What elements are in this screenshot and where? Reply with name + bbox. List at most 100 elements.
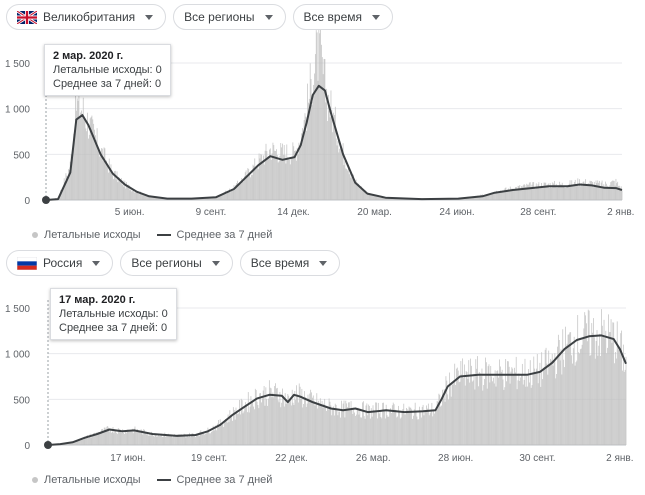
deaths-bar [246, 405, 247, 445]
deaths-bar [274, 386, 276, 445]
deaths-bar [339, 411, 341, 445]
deaths-bar [497, 193, 499, 200]
deaths-bar [336, 410, 338, 445]
deaths-bar [519, 380, 521, 445]
deaths-bar [490, 365, 492, 445]
start-point [42, 196, 50, 204]
deaths-bar [552, 365, 554, 445]
deaths-bar [312, 101, 314, 200]
deaths-bar [512, 188, 514, 200]
country-select[interactable]: Россия [6, 250, 114, 276]
deaths-bar [515, 356, 517, 445]
deaths-bar [161, 436, 163, 445]
deaths-bar [69, 161, 71, 200]
deaths-bar [137, 191, 139, 200]
deaths-bar [484, 379, 485, 445]
deaths-bar [594, 358, 596, 445]
uk-deaths-chart: 0 500 1 000 1 500 5 июн. 9 сент. 14 дек. 20 мар… [5, 15, 634, 218]
deaths-bar [286, 144, 288, 200]
deaths-bar [465, 197, 467, 200]
deaths-bar [143, 195, 145, 200]
deaths-bar [592, 332, 594, 445]
legend-item-deaths[interactable]: Летальные исходы [32, 229, 141, 241]
deaths-bar [354, 412, 355, 445]
deaths-bar [250, 396, 252, 445]
deaths-bar [599, 180, 600, 200]
deaths-bar [553, 359, 555, 445]
deaths-bar [398, 405, 399, 445]
deaths-bar [568, 334, 570, 445]
deaths-bar [218, 420, 219, 445]
deaths-bar [241, 400, 243, 445]
deaths-bar [558, 340, 560, 445]
deaths-bar [488, 364, 490, 445]
deaths-bar [198, 198, 200, 200]
deaths-bar [576, 360, 578, 445]
deaths-bar [581, 185, 583, 200]
region-select[interactable]: Все регионы [120, 250, 233, 276]
deaths-bar [124, 430, 126, 445]
x-tick-label: 24 июн. [439, 207, 474, 218]
deaths-bar [188, 436, 189, 445]
deaths-bar [380, 417, 382, 445]
deaths-bar [382, 402, 384, 445]
legend-item-deaths[interactable]: Летальные исходы [32, 474, 141, 486]
deaths-bar [174, 434, 175, 445]
deaths-bar [104, 427, 106, 445]
deaths-bar [85, 128, 87, 200]
deaths-bar [143, 429, 145, 445]
region-select[interactable]: Все регионы [173, 4, 286, 30]
legend-item-average[interactable]: Среднее за 7 дней [156, 474, 272, 486]
deaths-bar [268, 380, 270, 445]
deaths-bar [507, 361, 509, 445]
deaths-bar [489, 194, 490, 200]
deaths-bar [402, 409, 404, 445]
legend-item-average[interactable]: Среднее за 7 дней [156, 229, 272, 241]
deaths-bar [318, 15, 320, 201]
period-select[interactable]: Все время [239, 250, 341, 276]
deaths-bar [361, 417, 362, 445]
country-select-label: Великобритания [43, 10, 136, 24]
period-select-label: Все время [303, 10, 363, 24]
deaths-bar [501, 191, 503, 200]
deaths-bar [413, 415, 414, 445]
deaths-bar [480, 376, 482, 445]
deaths-bar [340, 400, 342, 445]
deaths-bar [279, 391, 281, 445]
deaths-bar [290, 397, 291, 445]
deaths-bar [502, 190, 503, 200]
deaths-bar [183, 433, 185, 445]
deaths-bar [168, 435, 170, 445]
deaths-bar [392, 402, 394, 445]
deaths-bar [296, 147, 298, 200]
period-select[interactable]: Все время [292, 4, 394, 30]
deaths-bar [146, 195, 148, 200]
x-tick-label: 14 дек. [277, 207, 309, 218]
x-tick-label: 26 мар. [356, 453, 391, 464]
deaths-bar [90, 437, 92, 445]
deaths-bar [245, 170, 247, 200]
deaths-bar [340, 146, 342, 200]
deaths-bar [582, 181, 584, 200]
deaths-bar [159, 436, 160, 445]
deaths-bar [472, 380, 474, 445]
deaths-bar [362, 401, 364, 445]
deaths-bar [199, 198, 201, 200]
deaths-bar [121, 432, 123, 445]
deaths-bar [238, 184, 240, 200]
deaths-bar [239, 183, 241, 200]
deaths-bar [125, 433, 127, 445]
deaths-bar [530, 387, 532, 445]
deaths-bar [129, 190, 131, 200]
deaths-bar [596, 182, 598, 200]
deaths-bar [449, 383, 451, 445]
deaths-bar [258, 408, 260, 445]
deaths-bar [225, 419, 227, 445]
deaths-bar [242, 413, 244, 445]
deaths-bar [309, 63, 311, 200]
deaths-bar [95, 432, 97, 445]
deaths-bar [557, 334, 559, 445]
deaths-bar [400, 417, 402, 445]
deaths-bar [69, 442, 71, 445]
country-select[interactable]: Великобритания [6, 4, 167, 30]
